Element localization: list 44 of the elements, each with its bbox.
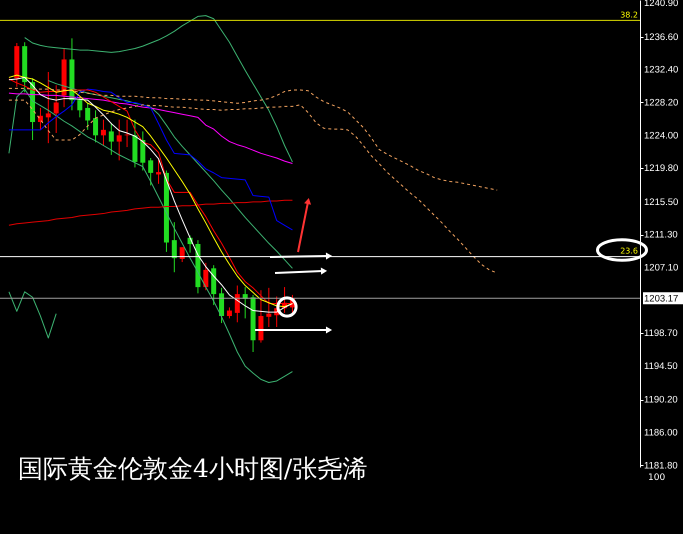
- text: 100: [648, 473, 666, 483]
- line-series: [8, 200, 293, 226]
- candlestick: [234, 285, 240, 323]
- y-tick-label: 1215.50: [644, 196, 678, 208]
- y-tick-label: 1228.20: [644, 97, 678, 108]
- y-tick-label: 1236.60: [644, 32, 678, 43]
- y-tick-label: 1186.00: [644, 428, 678, 439]
- candlestick: [180, 246, 185, 263]
- candlestick: [156, 158, 162, 184]
- candlestick: [116, 119, 122, 161]
- candlestick: [100, 119, 106, 146]
- line-series: [8, 100, 498, 274]
- candlestick: [226, 306, 232, 319]
- y-tick-label: 1207.10: [644, 262, 678, 274]
- candlestick: [148, 158, 154, 186]
- annotation: 23.6: [620, 246, 638, 256]
- candlestick: [85, 102, 90, 130]
- candlestick: [219, 287, 224, 324]
- candlestick: [140, 130, 146, 172]
- y-tick-label: 1194.50: [644, 361, 678, 372]
- y-tick-label: 1224.00: [644, 130, 678, 142]
- y-tick-label: 1219.80: [644, 163, 678, 174]
- candlestick: [108, 122, 114, 156]
- line-series: [8, 88, 498, 191]
- line-series: [8, 92, 293, 164]
- y-tick-label: 1198.70: [644, 328, 678, 340]
- line-series: [24, 15, 293, 162]
- candlestick: [93, 110, 98, 143]
- line-series: [8, 88, 293, 230]
- candlestick: [54, 84, 59, 134]
- line-series: [8, 88, 293, 384]
- y-tick-label: 1211.30: [644, 230, 678, 241]
- line-series: [8, 291, 57, 338]
- text: 国际黄金伦敦金4小时图/张尧浠: [18, 454, 368, 483]
- y-tick-label: 1232.40: [644, 64, 678, 76]
- candlestick: [77, 96, 82, 118]
- annotation: 38.2: [620, 10, 638, 20]
- ref-line-label: 1203.17: [644, 293, 678, 304]
- candlestick: [124, 119, 130, 148]
- y-tick-label: 1190.20: [644, 394, 678, 406]
- y-tick-label: 1181.80: [644, 460, 678, 472]
- candlestick: [203, 262, 208, 291]
- line-series: [48, 80, 293, 269]
- candlestick: [172, 222, 177, 273]
